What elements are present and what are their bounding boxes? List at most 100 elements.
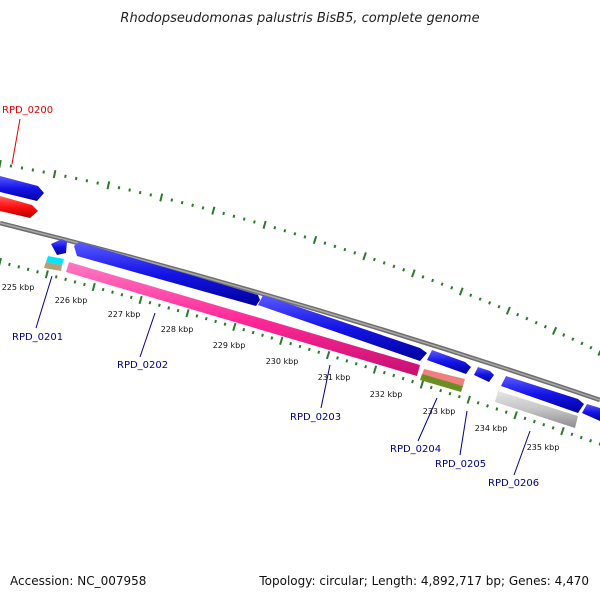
gene-label-rpd-0204[interactable]: RPD_0204 [390, 444, 441, 455]
minor-tick [64, 277, 67, 282]
cds-feature[interactable] [0, 176, 44, 201]
minor-tick [354, 362, 358, 366]
minor-tick [167, 306, 171, 310]
major-tick [159, 193, 164, 202]
minor-tick [120, 293, 124, 297]
minor-tick [486, 404, 489, 408]
minor-tick [74, 176, 78, 181]
minor-tick [336, 356, 339, 360]
minor-tick [242, 327, 246, 332]
gene-label-rpd-0202[interactable]: RPD_0202 [117, 360, 168, 371]
minor-tick [64, 174, 67, 178]
minor-tick [401, 376, 405, 381]
kbp-label: 225 kbp [2, 283, 35, 292]
minor-tick [170, 198, 174, 202]
minor-tick [579, 435, 583, 440]
major-tick [279, 336, 284, 345]
misc-feature[interactable] [44, 262, 62, 271]
major-tick [138, 295, 143, 305]
minor-tick [497, 304, 501, 309]
minor-tick [85, 179, 89, 183]
minor-tick [431, 278, 435, 283]
minor-tick [129, 295, 133, 300]
minor-tick [429, 385, 433, 390]
minor-tick [96, 181, 99, 185]
gene-label-rpd-0206[interactable]: RPD_0206 [488, 478, 539, 489]
minor-tick [191, 203, 194, 207]
minor-tick [392, 264, 396, 269]
minor-tick [36, 270, 39, 274]
minor-tick [283, 229, 287, 233]
trna-feature[interactable] [46, 256, 64, 265]
label-leader-lines [11, 118, 531, 476]
major-tick [597, 349, 600, 357]
minor-tick [214, 319, 217, 324]
minor-tick [551, 426, 555, 430]
reverse-strand-features [44, 256, 578, 428]
minor-tick [111, 290, 114, 294]
gene-labels: RPD_0200 RPD_0201 RPD_0202 RPD_0203 RPD_… [2, 105, 539, 489]
minor-tick [83, 282, 86, 287]
cds-feature[interactable] [51, 239, 67, 255]
minor-tick [293, 232, 297, 236]
cds-feature[interactable] [258, 295, 427, 361]
major-tick [232, 322, 237, 331]
minor-tick [421, 275, 425, 279]
minor-tick [589, 345, 593, 350]
minor-tick [542, 422, 546, 427]
minor-tick [343, 247, 347, 252]
cds-feature[interactable] [474, 367, 494, 382]
cds-feature[interactable] [427, 350, 471, 374]
minor-tick [270, 336, 274, 340]
minor-tick [54, 275, 58, 279]
minor-tick [364, 364, 368, 369]
kbp-label: 227 kbp [108, 310, 141, 319]
minor-tick [180, 200, 184, 205]
minor-tick [570, 432, 574, 437]
major-tick [211, 206, 216, 215]
gene-label-rpd-0205[interactable]: RPD_0205 [435, 459, 486, 470]
cds-feature[interactable] [501, 376, 584, 413]
gene-label-rpd-0203[interactable]: RPD_0203 [290, 412, 341, 423]
minor-tick [440, 282, 444, 286]
minor-tick [333, 244, 337, 249]
olive-feature[interactable] [420, 374, 463, 392]
rna-feature[interactable] [0, 196, 38, 218]
minor-tick [523, 416, 527, 421]
kbp-label: 234 kbp [475, 424, 508, 433]
minor-tick [273, 226, 277, 230]
minor-tick [158, 303, 161, 307]
minor-tick [402, 268, 406, 272]
gray-feature[interactable] [495, 391, 578, 428]
cds-feature[interactable] [582, 404, 600, 421]
kbp-label: 230 kbp [266, 357, 299, 366]
major-tick [513, 411, 518, 420]
minor-tick [303, 235, 307, 239]
major-tick [411, 269, 416, 278]
accession-text: Accession: NC_007958 [10, 574, 147, 588]
minor-tick [317, 350, 321, 354]
pink-feature[interactable] [66, 262, 420, 376]
major-tick [372, 365, 378, 374]
minor-tick [31, 168, 35, 172]
minor-tick [488, 301, 492, 305]
minor-tick [117, 186, 121, 190]
gene-label-rpd-0201[interactable]: RPD_0201 [12, 332, 63, 343]
minor-tick [251, 330, 255, 335]
minor-tick [382, 370, 386, 375]
minor-tick [450, 286, 454, 290]
minor-tick [589, 438, 593, 443]
minor-tick [204, 316, 208, 321]
gene-label-rpd-0200[interactable]: RPD_0200 [2, 105, 53, 116]
minor-tick [149, 193, 153, 197]
minor-tick [580, 341, 584, 346]
inner-tick-track [0, 257, 600, 446]
minor-tick [476, 401, 480, 405]
minor-tick [525, 316, 529, 321]
salmon-feature[interactable] [422, 369, 465, 386]
cds-feature[interactable] [74, 242, 260, 306]
outer-tick-track [0, 159, 600, 357]
minor-tick [298, 344, 302, 349]
kbp-label: 226 kbp [55, 296, 88, 305]
